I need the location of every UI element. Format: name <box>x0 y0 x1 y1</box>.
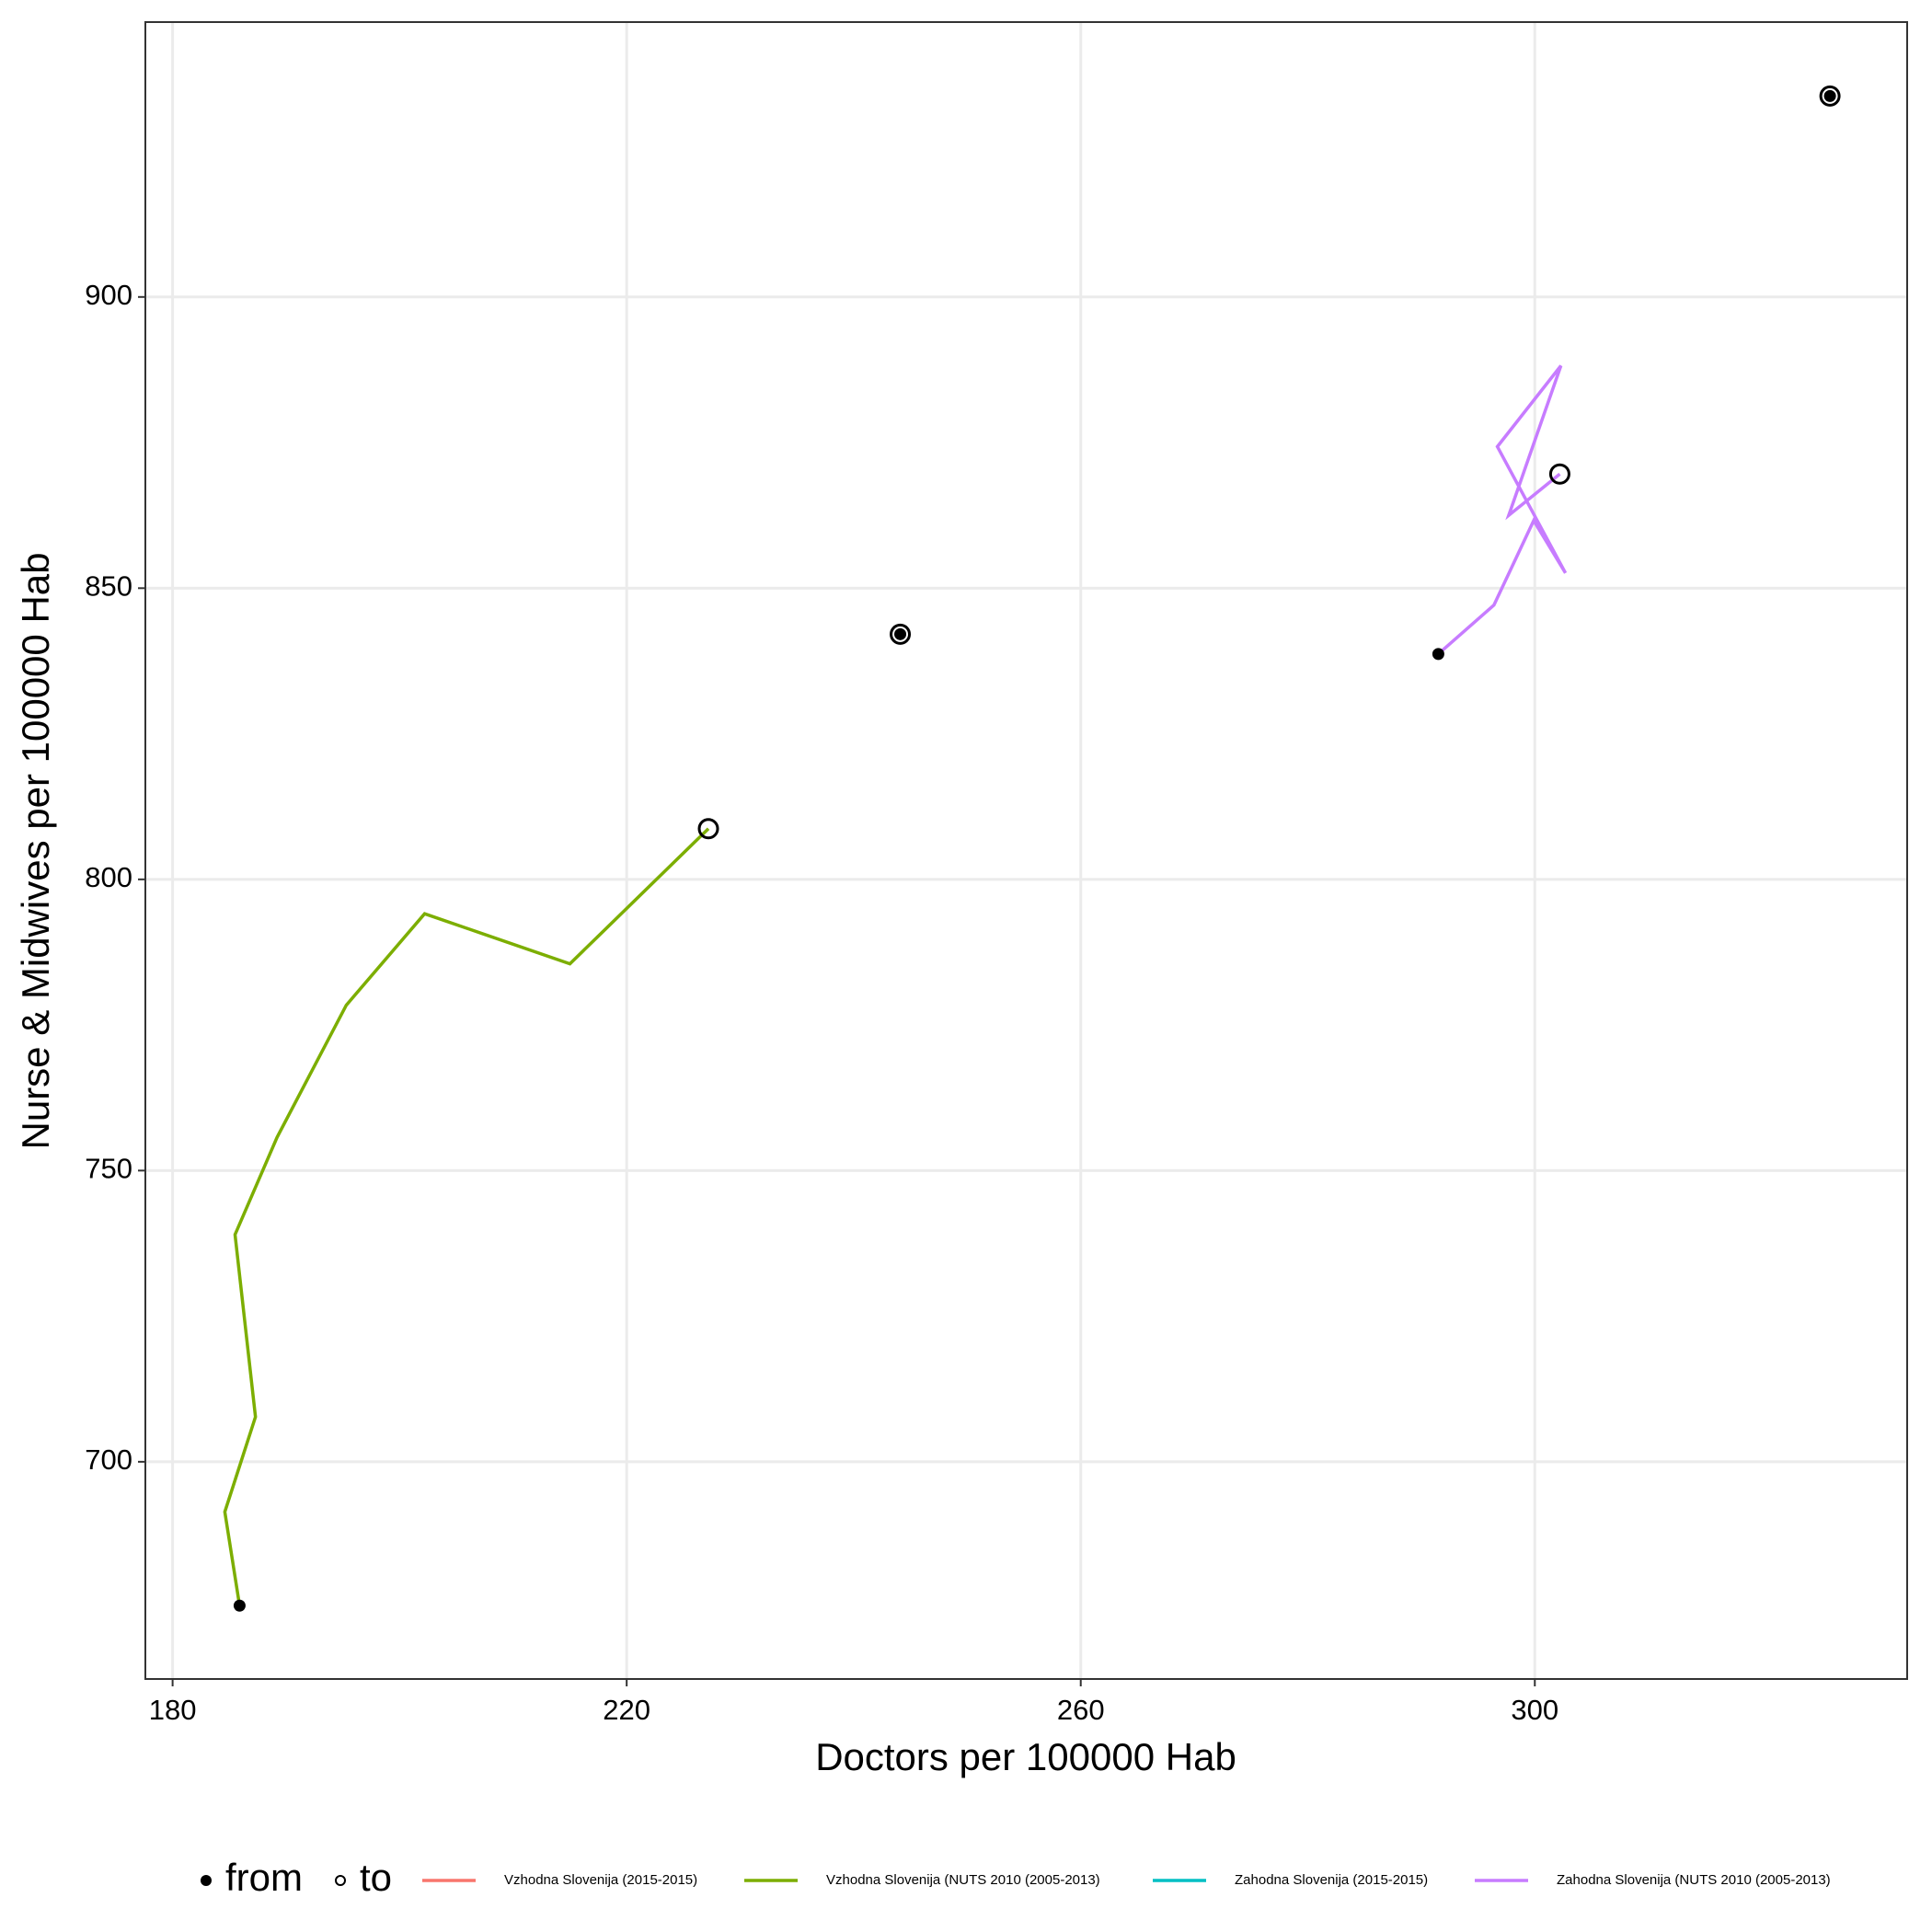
x-tick-label: 220 <box>603 1694 650 1726</box>
y-tick-label: 750 <box>85 1153 132 1185</box>
legend-to-label: to <box>360 1856 392 1899</box>
legend-from-symbol <box>201 1875 212 1886</box>
x-tick-label: 300 <box>1511 1694 1558 1726</box>
x-tick-label: 180 <box>149 1694 197 1726</box>
legend-to-symbol <box>335 1875 346 1886</box>
y-tick-label: 850 <box>85 570 132 603</box>
plot-border <box>144 21 1908 1680</box>
series-line <box>1437 364 1568 656</box>
to-marker <box>697 818 719 840</box>
y-axis-title: Nurse & Midwives per 100000 Hab <box>14 553 57 1150</box>
from-marker <box>233 1599 246 1612</box>
legend-label: Zahodna Slovenija (2015-2015) <box>1235 1872 1428 1888</box>
legend-label: Vzhodna Slovenija (2015-2015) <box>504 1872 697 1888</box>
legend-from-label: from <box>225 1856 303 1899</box>
y-tick-label: 800 <box>85 861 132 893</box>
from-marker <box>1432 648 1444 661</box>
legend-label: Vzhodna Slovenija (NUTS 2010 (2005-2013) <box>826 1872 1100 1888</box>
to-marker <box>1548 463 1570 485</box>
y-tick-label: 900 <box>85 279 132 311</box>
x-tick-label: 260 <box>1057 1694 1105 1726</box>
to-marker <box>890 623 912 645</box>
legend-label: Zahodna Slovenija (NUTS 2010 (2005-2013) <box>1557 1872 1831 1888</box>
from-marker <box>1823 89 1836 102</box>
y-tick-label: 700 <box>85 1443 132 1476</box>
x-axis-title: Doctors per 100000 Hab <box>815 1735 1236 1778</box>
to-marker <box>1819 85 1841 107</box>
from-marker <box>894 627 907 640</box>
series-line <box>223 827 710 1606</box>
